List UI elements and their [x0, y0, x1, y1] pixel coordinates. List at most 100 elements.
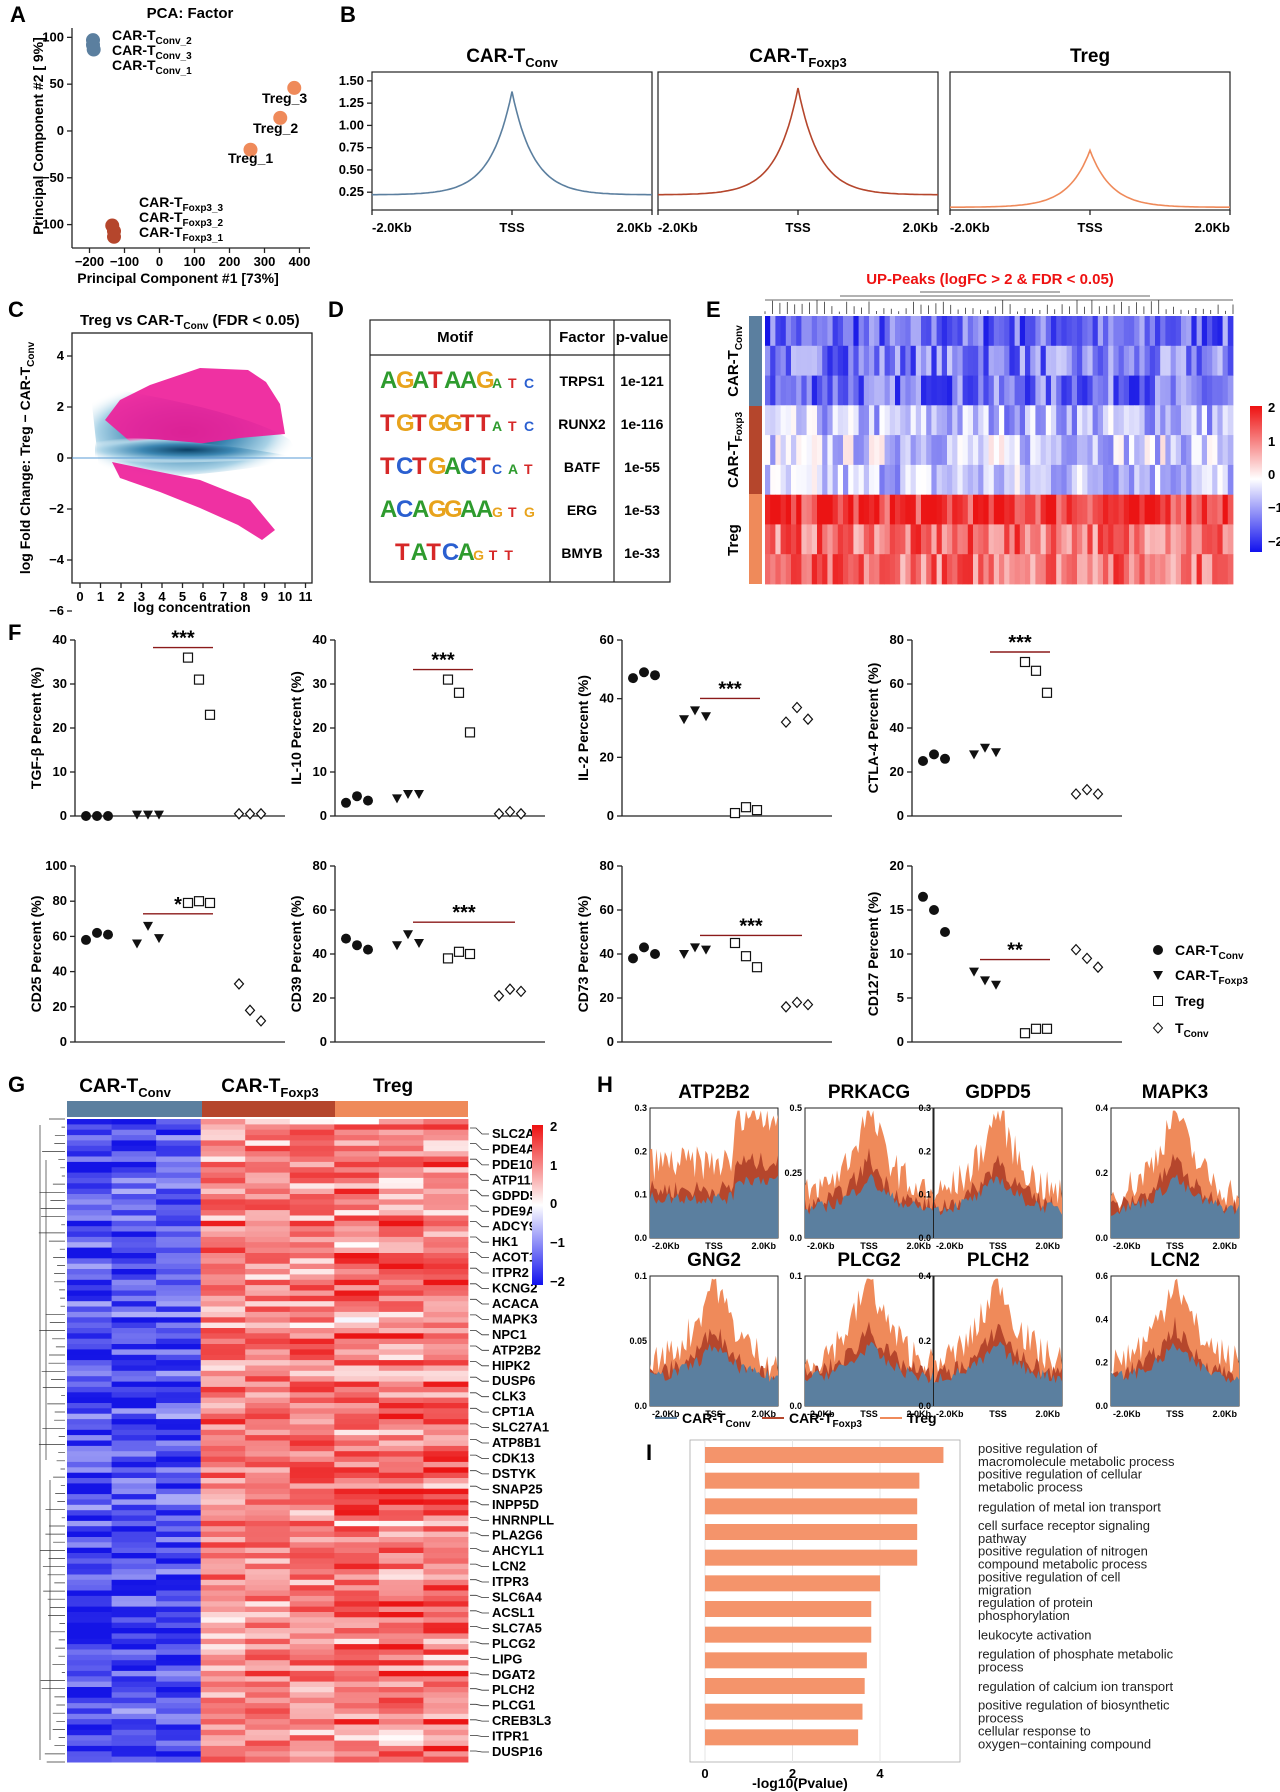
go-term-label: leukocyte activation — [978, 1628, 1091, 1643]
heatmap-g-cell — [200, 1397, 246, 1404]
heatmap-g-cell — [289, 1553, 335, 1559]
f-point-car-t-conv — [103, 929, 113, 940]
f-point-car-t-foxp3 — [701, 945, 711, 955]
heatmap-g-cell — [67, 1220, 112, 1227]
heatmap-g-cell — [378, 1670, 424, 1677]
heatmap-e-cell — [1186, 494, 1192, 525]
heatmap-e-cell — [1160, 316, 1166, 347]
heatmap-g-cell — [111, 1135, 157, 1141]
heatmap-e-cell — [1196, 405, 1203, 436]
heatmap-g-cell — [289, 1242, 335, 1249]
f-point-t-conv — [504, 983, 516, 996]
heatmap-g-cell — [156, 1531, 202, 1538]
heatmap-e-cell — [1035, 494, 1041, 525]
h-x-tick-label: TSS — [860, 1241, 878, 1251]
heatmap-g-cell — [200, 1483, 246, 1490]
heatmap-e-cell — [1061, 554, 1067, 585]
heatmap-g-cell — [67, 1269, 112, 1275]
heatmap-g-cell — [334, 1161, 380, 1168]
heatmap-g-cell — [111, 1617, 157, 1624]
heatmap-g-cell — [289, 1638, 335, 1645]
gene-label: PDE10A — [492, 1157, 543, 1172]
heatmap-e-cell — [837, 405, 844, 436]
gene-leader-line — [470, 1236, 489, 1243]
heatmap-g-cell — [245, 1687, 291, 1693]
h-x-tick-label: TSS — [989, 1409, 1007, 1419]
heatmap-g-cell — [378, 1703, 424, 1709]
heatmap-g-cell — [245, 1386, 291, 1393]
heatmap-e-cell — [1009, 464, 1015, 496]
heatmap-g-cell — [156, 1558, 202, 1565]
heatmap-e-cell — [993, 554, 1000, 585]
f-point-t-conv — [1070, 943, 1082, 956]
f-legend-label: Treg — [1175, 993, 1205, 1009]
heatmap-g-cell — [156, 1295, 202, 1302]
heatmap-e-cell — [832, 316, 839, 347]
heatmap-g-cell — [245, 1322, 291, 1329]
heatmap-g-cell — [156, 1210, 202, 1216]
heatmap-g-cell — [423, 1285, 469, 1291]
heatmap-g-cell — [245, 1451, 291, 1458]
heatmap-e-cell — [869, 435, 875, 466]
motif-factor: BATF — [564, 459, 601, 475]
heatmap-e-cell — [858, 494, 865, 525]
heatmap-g-cell — [67, 1526, 112, 1533]
heatmap-g-cell — [289, 1585, 335, 1592]
heatmap-g-cell — [378, 1392, 424, 1399]
h-x-tick-label: TSS — [705, 1409, 723, 1419]
heatmap-e-cell — [848, 316, 854, 347]
pca-label-treg2: Treg_2 — [253, 120, 298, 136]
heatmap-g-cell — [67, 1424, 112, 1431]
heatmap-g-cell — [200, 1729, 246, 1736]
heatmap-e-cell — [1035, 375, 1041, 406]
heatmap-e-cell — [1045, 554, 1052, 585]
heatmap-g-cell — [378, 1558, 424, 1565]
gene-label: MAPK3 — [492, 1311, 538, 1326]
heatmap-g-cell — [245, 1135, 291, 1141]
heatmap-g-cell — [67, 1231, 112, 1238]
heatmap-g-cell — [111, 1628, 157, 1634]
heatmap-e-cell — [811, 316, 818, 347]
motif-letter: C — [524, 418, 534, 434]
gene-label: SLC2A1 — [492, 1126, 542, 1141]
heatmap-e-cell — [962, 494, 969, 525]
f-point-car-t-foxp3 — [991, 748, 1001, 758]
heatmap-g-cell — [111, 1612, 157, 1618]
heatmap-e-cell — [775, 464, 781, 496]
h-x-tick-label: -2.0Kb — [936, 1409, 964, 1419]
heatmap-e-cell — [770, 375, 776, 406]
heatmap-e-cell — [1207, 494, 1213, 525]
pca-labels: CAR-TConv_2 CAR-TConv_3 CAR-TConv_1 Treg… — [112, 27, 307, 244]
heatmap-e-cell — [874, 405, 880, 436]
heatmap-g-cell — [378, 1188, 424, 1195]
heatmap-e-cell — [1196, 316, 1203, 347]
heatmap-g-cell — [111, 1301, 157, 1308]
f-y-tick-label: 40 — [890, 720, 904, 735]
heatmap-g-cell — [67, 1547, 112, 1554]
heatmap-g-cell — [111, 1478, 157, 1484]
h-x-tick-label: -2.0Kb — [807, 1241, 835, 1251]
heatmap-g-cell — [111, 1687, 157, 1693]
heatmap-e-cell — [796, 316, 802, 347]
heatmap-g-cell — [200, 1467, 246, 1474]
heatmap-g-cell — [378, 1328, 424, 1334]
heatmap-g-cell — [200, 1520, 246, 1527]
motif-letter: T — [426, 539, 441, 566]
heatmap-g-cell — [111, 1328, 157, 1334]
heatmap-e-cell — [1004, 494, 1010, 525]
heatmap-g-cell — [423, 1317, 469, 1324]
f-point-t-conv — [791, 996, 803, 1009]
heatmap-e-cell — [1181, 464, 1187, 496]
gene-leader-line — [470, 1252, 489, 1258]
heatmap-g-cell — [67, 1628, 112, 1634]
h-x-tick-label: TSS — [860, 1409, 878, 1419]
heatmap-g-cell — [67, 1579, 112, 1586]
gene-leader-line — [470, 1423, 489, 1428]
f-point-car-t-conv — [929, 905, 939, 915]
heatmap-e-cell — [1040, 554, 1047, 585]
heatmap-e-cell — [879, 494, 885, 525]
heatmap-g-cell — [289, 1386, 335, 1393]
heatmap-g-cell — [334, 1729, 380, 1736]
heatmap-g-cell — [289, 1429, 335, 1436]
heatmap-e-cell — [837, 316, 844, 347]
